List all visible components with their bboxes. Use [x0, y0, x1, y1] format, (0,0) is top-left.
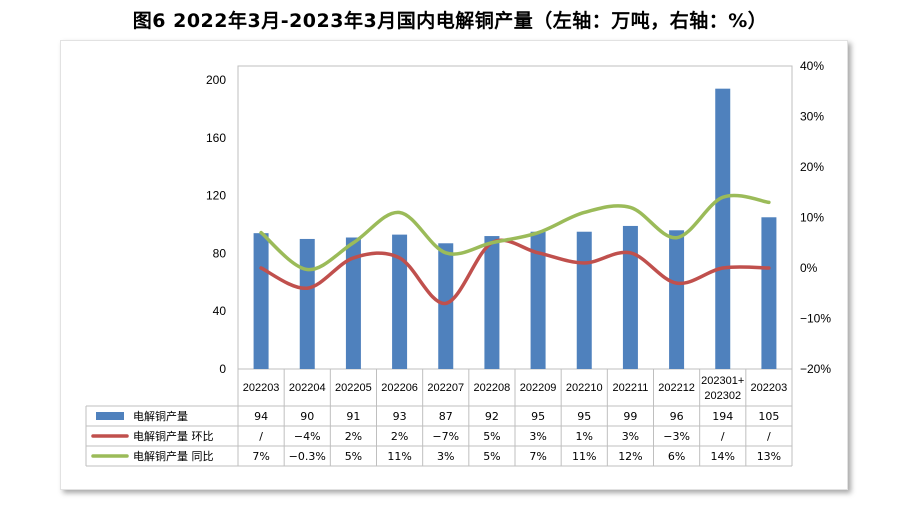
right-axis-tick-label: 20% [800, 160, 824, 174]
bar [438, 243, 454, 369]
table-cell-value: −3% [663, 430, 690, 443]
legend-swatch-bar [96, 412, 124, 420]
right-axis-tick-label: −10% [800, 312, 831, 326]
category-label: 202203 [243, 382, 280, 394]
yoy-series-line [259, 193, 771, 272]
table-cell-value: 3% [529, 430, 546, 443]
bar [715, 88, 731, 370]
right-axis-tick-label: 10% [800, 211, 824, 225]
bar [576, 231, 592, 369]
table-cell-value: −4% [294, 430, 321, 443]
table-cell-value: 95 [531, 410, 545, 423]
table-cell-value: 3% [622, 430, 639, 443]
category-label: 202205 [335, 382, 372, 394]
table-cell-value: 5% [483, 450, 500, 463]
table-cell-value: 1% [576, 430, 593, 443]
table-cell-value: 99 [623, 410, 637, 423]
table-cell-value: / [259, 430, 263, 443]
category-label: 202203 [751, 382, 788, 394]
left-axis-tick-label: 200 [206, 73, 226, 87]
category-label: 202302 [704, 390, 741, 402]
chart-title: 图6 2022年3月-2023年3月国内电解铜产量（左轴：万吨，右轴：%） [132, 10, 768, 32]
table-cell-value: 91 [346, 410, 360, 423]
category-label: 202211 [612, 382, 648, 394]
category-label: 202208 [474, 382, 511, 394]
legend-label: 电解铜产量 环比 [133, 429, 214, 443]
bar [253, 233, 269, 369]
table-cell-value: 5% [483, 430, 500, 443]
table-cell-value: 87 [439, 410, 453, 423]
table-cell-value: 90 [300, 410, 314, 423]
table-cell-value: / [767, 430, 771, 443]
right-axis-tick-label: 40% [800, 59, 824, 73]
legend-label: 电解铜产量 同比 [133, 449, 214, 463]
bar [622, 225, 638, 369]
category-label: 202207 [427, 382, 464, 394]
table-cell-value: 13% [757, 450, 781, 463]
table-cell-value: 92 [485, 410, 499, 423]
right-axis-tick-label: 30% [800, 110, 824, 124]
mom-series-line [259, 238, 771, 306]
category-label: 202210 [566, 382, 603, 394]
bar [761, 217, 777, 369]
table-cell-value: 11% [572, 450, 596, 463]
table-cell-value: −7% [432, 430, 459, 443]
bar [484, 236, 500, 369]
category-label: 202301+ [701, 375, 744, 387]
table-cell-value: 12% [618, 450, 642, 463]
table-cell-value: 6% [668, 450, 685, 463]
right-axis-tick-label: 0% [800, 261, 818, 275]
table-cell-value: 5% [345, 450, 362, 463]
table-cell-value: 2% [345, 430, 362, 443]
left-axis-tick-label: 80 [213, 246, 227, 260]
bar [669, 230, 685, 369]
table-cell-value: 93 [393, 410, 407, 423]
plot-frame [237, 65, 793, 370]
table-cell-value: 7% [252, 450, 269, 463]
table-cell-value: 94 [254, 410, 268, 423]
table-cell-value: 3% [437, 450, 454, 463]
table-cell-value: −0.3% [289, 450, 326, 463]
table-cell-value: / [721, 430, 725, 443]
right-axis-tick-label: −20% [800, 362, 831, 376]
table-cell-value: 96 [670, 410, 684, 423]
category-label: 202206 [381, 382, 418, 394]
category-label: 202212 [658, 382, 695, 394]
left-axis-tick-label: 160 [206, 131, 226, 145]
bar [345, 237, 361, 369]
bar [530, 231, 546, 369]
category-label: 202204 [289, 382, 326, 394]
left-axis-tick-label: 120 [206, 189, 226, 203]
legend-label: 电解铜产量 [133, 409, 188, 423]
left-axis-tick-label: 40 [213, 304, 227, 318]
table-cell-value: 194 [712, 410, 733, 423]
table-cell-value: 11% [387, 450, 411, 463]
left-axis-tick-label: 0 [219, 362, 226, 376]
table-cell-value: 14% [711, 450, 735, 463]
category-label: 202209 [520, 382, 557, 394]
bar [299, 238, 315, 369]
bar [392, 234, 408, 369]
table-cell-value: 7% [529, 450, 546, 463]
table-cell-value: 105 [758, 410, 779, 423]
table-cell-value: 95 [577, 410, 591, 423]
table-cell-value: 2% [391, 430, 408, 443]
